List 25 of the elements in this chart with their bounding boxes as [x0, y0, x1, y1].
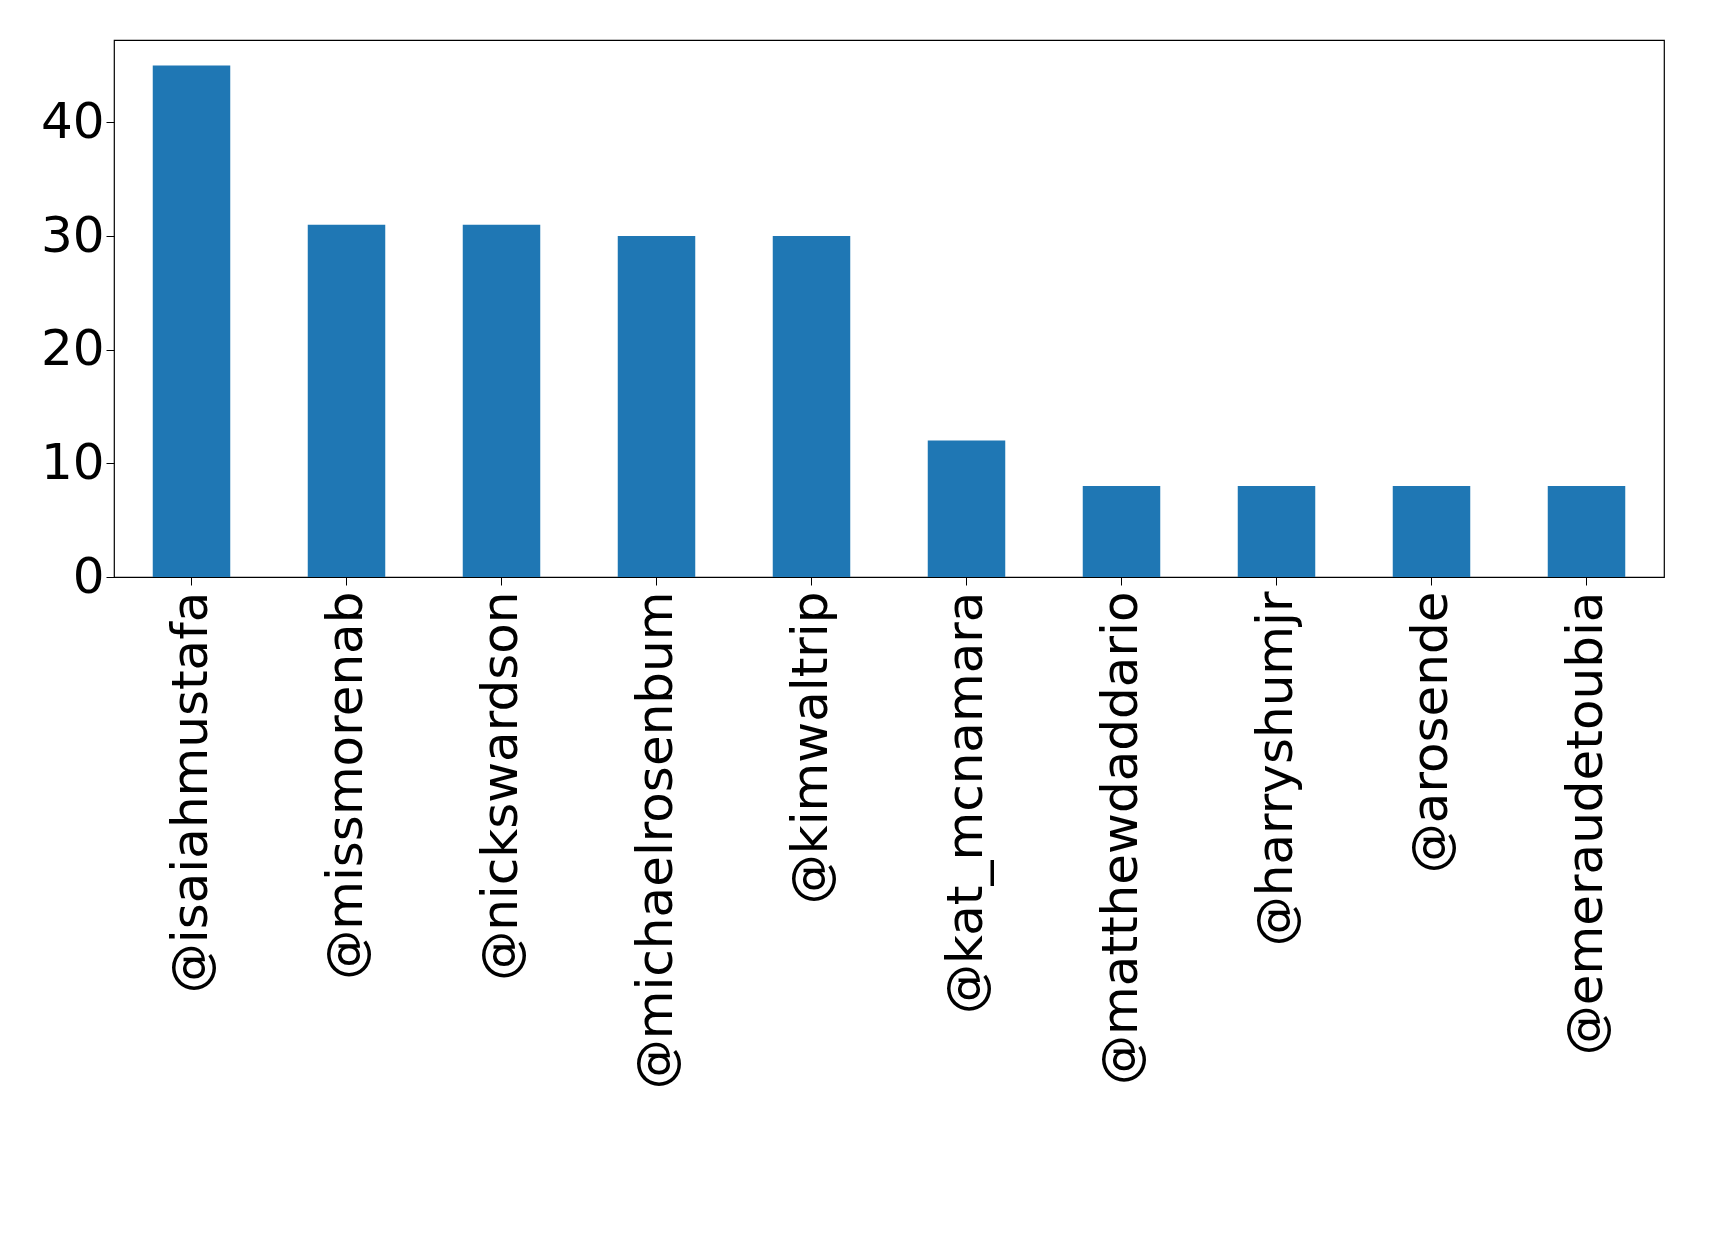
- x-tick-label: @matthewdaddario: [1090, 591, 1149, 1085]
- x-tick-label: @kimwaltrip: [780, 591, 839, 905]
- y-tick-label: 0: [72, 546, 105, 605]
- x-tick-label: @arosende: [1400, 591, 1459, 874]
- bar: [772, 236, 851, 577]
- bar: [1392, 486, 1471, 577]
- x-tick-label: @missmorenab: [315, 591, 374, 980]
- x-tick-label: @harryshumjr: [1245, 591, 1304, 947]
- x-tick-label: @nickswardson: [470, 591, 529, 981]
- bar: [462, 224, 541, 577]
- bar: [1082, 486, 1161, 577]
- x-tick-label: @emeraudetoubia: [1555, 591, 1614, 1056]
- y-tick-label: 40: [40, 91, 105, 150]
- x-tick-label: @michaelrosenbum: [625, 591, 684, 1090]
- y-tick-label: 10: [40, 432, 105, 491]
- bar: [1547, 486, 1626, 577]
- bar: [617, 236, 696, 577]
- bar: [927, 440, 1006, 577]
- bar: [152, 65, 231, 577]
- y-tick-label: 30: [40, 205, 105, 264]
- y-tick-label: 20: [40, 319, 105, 378]
- x-tick-label: @kat_mcnamara: [935, 591, 994, 1014]
- bar: [1237, 486, 1316, 577]
- bar: [307, 224, 386, 577]
- x-tick-label: @isaiahmustafa: [160, 591, 219, 994]
